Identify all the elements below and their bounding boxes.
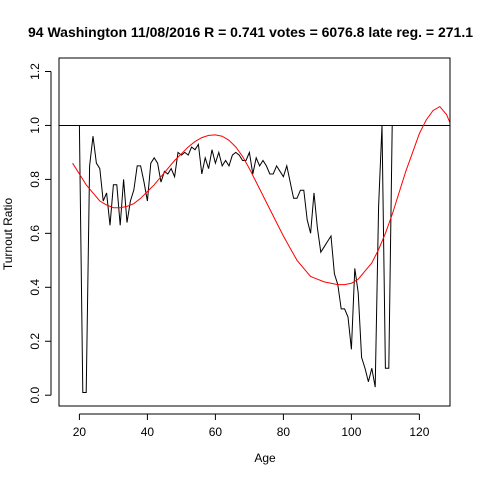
series-layer	[72, 105, 451, 393]
x-tick-label: 20	[73, 425, 87, 439]
x-tick-label: 60	[209, 425, 223, 439]
y-tick-label: 0.4	[28, 279, 42, 296]
x-tick-label: 100	[341, 425, 361, 439]
observed-turnout-line	[78, 125, 393, 393]
chart-title: 94 Washington 11/08/2016 R = 0.741 votes…	[28, 24, 473, 40]
y-tick-label: 0.0	[28, 387, 42, 404]
x-tick-label: 120	[409, 425, 429, 439]
x-axis: 20 40 60 80 100 120	[73, 413, 430, 439]
y-tick-label: 1.2	[28, 63, 42, 80]
y-tick-label: 1.0	[28, 117, 42, 134]
fitted-curve-line	[72, 105, 451, 286]
x-tick-label: 40	[141, 425, 155, 439]
y-tick-label: 0.2	[28, 333, 42, 350]
plot-frame	[58, 57, 451, 407]
y-axis-label: Turnout Ratio	[1, 198, 15, 271]
y-axis: 0.0 0.2 0.4 0.6 0.8 1.0 1.2	[28, 63, 52, 404]
y-tick-label: 0.6	[28, 225, 42, 242]
y-tick-label: 0.8	[28, 171, 42, 188]
x-axis-label: Age	[254, 451, 276, 465]
x-tick-label: 80	[277, 425, 291, 439]
